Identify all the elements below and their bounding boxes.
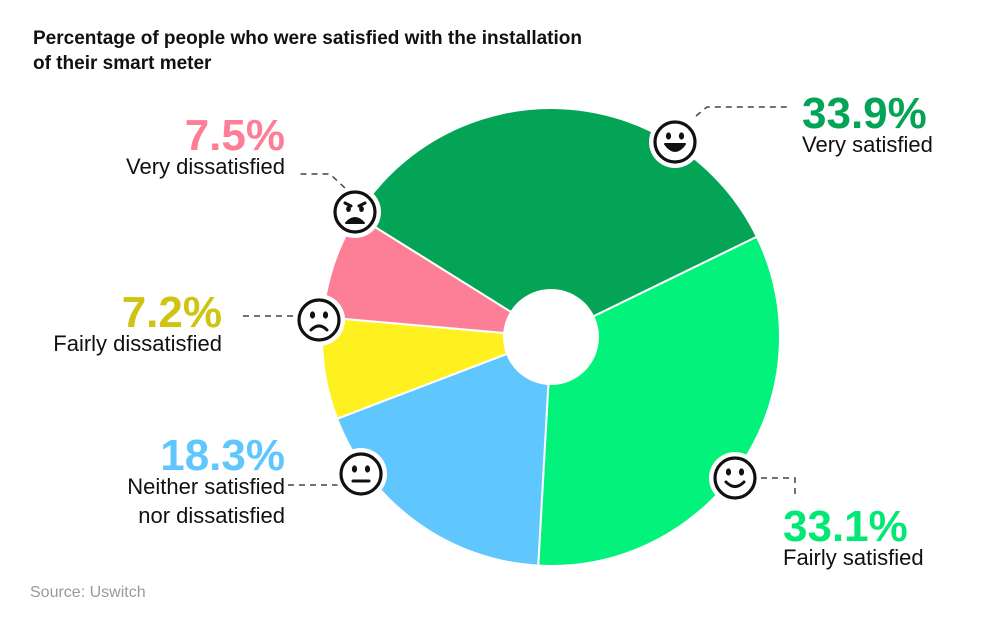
category-label-neither-satisfied-nor-dissatisfied: nor dissatisfied: [138, 503, 285, 528]
grinning-face-icon: [649, 116, 701, 168]
category-label-fairly-dissatisfied: Fairly dissatisfied: [53, 331, 222, 356]
pie-center-hole: [503, 289, 599, 385]
slice-very-satisfied: [355, 107, 759, 339]
percent-label-fairly-dissatisfied: 7.2%: [122, 288, 222, 337]
category-label-neither-satisfied-nor-dissatisfied: Neither satisfied: [127, 474, 285, 499]
frowning-face-icon: [293, 294, 345, 346]
percent-label-very-satisfied: 33.9%: [802, 89, 927, 138]
neutral-face-icon: [335, 448, 387, 500]
leader-line-fairly-satisfied: [761, 477, 796, 494]
category-label-fairly-satisfied: Fairly satisfied: [783, 545, 924, 570]
category-label-very-satisfied: Very satisfied: [802, 132, 933, 157]
slice-labels: 33.9%Very satisfied 33.1%Fairly satisfied…: [53, 89, 933, 570]
leader-lines: [239, 106, 796, 494]
slice-neither-satisfied-nor-dissatisfied: [335, 335, 553, 567]
source-note: Source: Uswitch: [30, 584, 146, 601]
sad-face-icon: [329, 186, 381, 238]
face-icons: [293, 116, 761, 504]
category-label-very-dissatisfied: Very dissatisfied: [126, 154, 285, 179]
chart-title: Percentage of people who were satisfied …: [33, 28, 582, 74]
percent-label-fairly-satisfied: 33.1%: [783, 502, 908, 551]
percent-label-neither-satisfied-nor-dissatisfied: 18.3%: [160, 431, 285, 480]
percent-label-very-dissatisfied: 7.5%: [185, 111, 285, 160]
leader-line-very-satisfied: [695, 106, 788, 117]
leader-line-very-dissatisfied: [300, 173, 346, 189]
smiling-face-icon: [709, 452, 761, 504]
